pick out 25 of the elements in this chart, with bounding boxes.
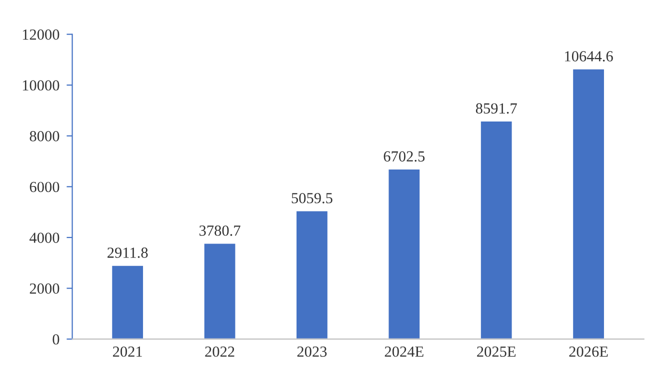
y-tick-label: 4000 bbox=[30, 232, 60, 243]
x-tick-label: 2025E bbox=[477, 346, 516, 357]
bar bbox=[572, 68, 606, 340]
y-tick-label: 8000 bbox=[30, 131, 60, 142]
bar bbox=[110, 264, 144, 340]
bar bbox=[202, 242, 237, 340]
data-label: 3780.7 bbox=[200, 225, 240, 236]
data-label: 10644.6 bbox=[565, 51, 613, 62]
y-tick-label: 12000 bbox=[22, 29, 60, 40]
bar bbox=[387, 168, 421, 340]
data-label: 6702.5 bbox=[384, 151, 425, 162]
y-tick-label: 10000 bbox=[22, 80, 60, 91]
bar bbox=[295, 210, 329, 340]
bar bbox=[480, 120, 514, 340]
y-tick-label: 2000 bbox=[30, 283, 60, 294]
x-tick-label: 2023 bbox=[297, 346, 327, 357]
x-tick-label: 2021 bbox=[112, 346, 142, 357]
data-label: 2911.8 bbox=[108, 248, 148, 258]
x-tick-label: 2026E bbox=[569, 346, 608, 357]
x-tick-label: 2024E bbox=[384, 346, 424, 357]
data-label: 5059.5 bbox=[292, 193, 332, 204]
x-tick-label: 2022 bbox=[205, 346, 234, 357]
y-tick-label: 6000 bbox=[30, 182, 60, 192]
data-label: 8591.7 bbox=[476, 103, 517, 114]
y-tick-label: 0 bbox=[52, 334, 60, 345]
